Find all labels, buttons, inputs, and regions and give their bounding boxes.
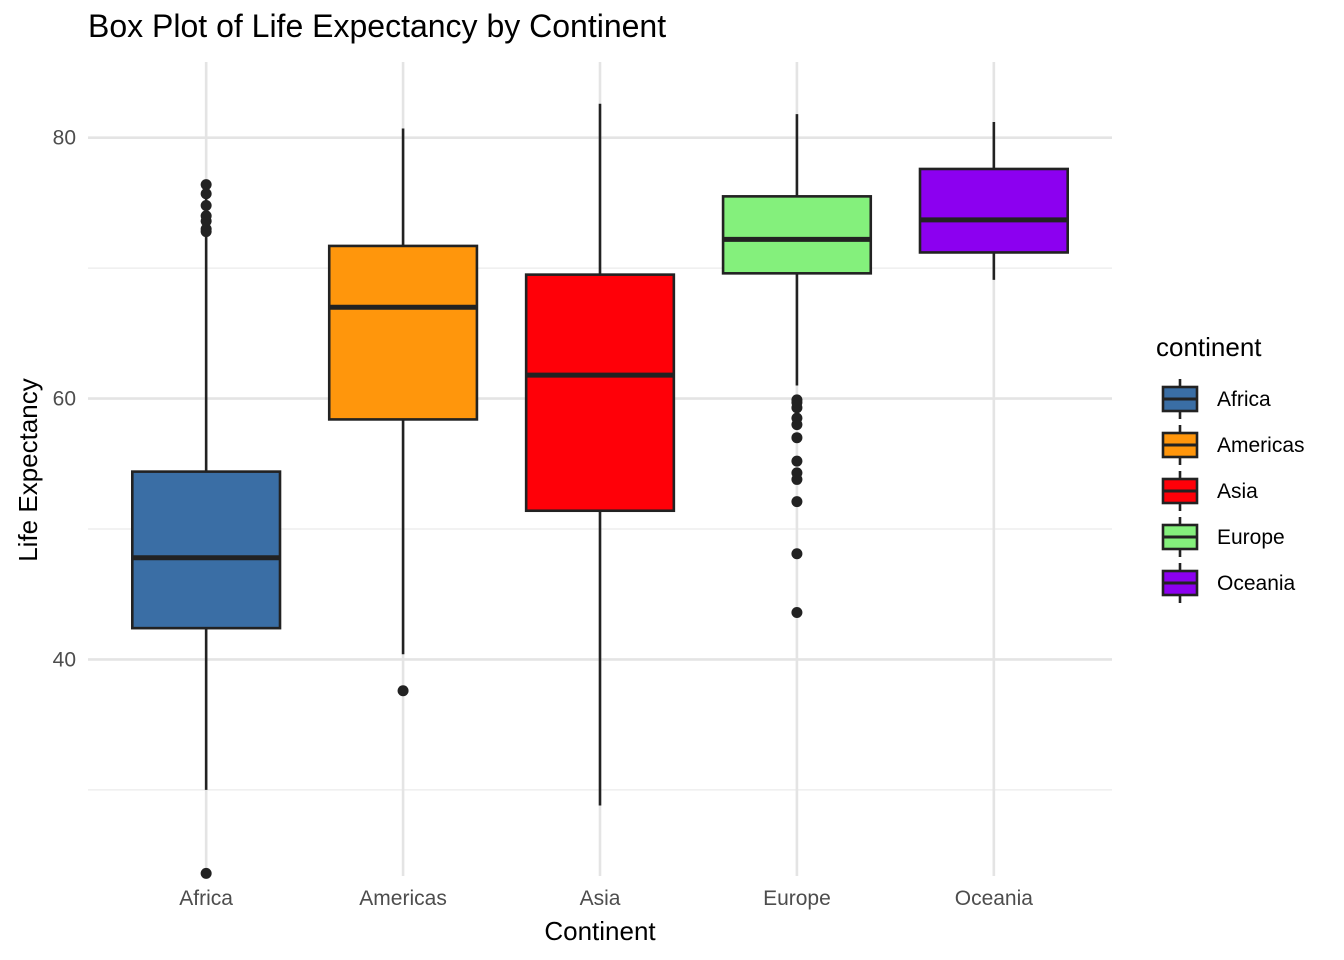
box xyxy=(131,470,282,630)
x-tick-label: Oceania xyxy=(955,887,1034,910)
outlier-point xyxy=(200,223,212,235)
outlier-point xyxy=(200,199,212,211)
box xyxy=(327,244,479,421)
box xyxy=(721,195,873,275)
outlier-point xyxy=(200,867,212,879)
legend-label: Africa xyxy=(1217,388,1271,411)
outlier-point xyxy=(200,179,212,191)
box-oceania xyxy=(918,122,1069,280)
outlier-point xyxy=(200,210,212,222)
x-tick-label: Asia xyxy=(580,887,621,910)
y-axis-ticks: 40 60 80 xyxy=(53,127,76,672)
y-tick-label: 40 xyxy=(53,648,76,671)
box xyxy=(524,273,676,513)
box-plot-series xyxy=(131,103,1069,879)
legend-item-europe: Europe xyxy=(1161,517,1285,557)
outlier-point xyxy=(791,432,803,444)
outlier-point xyxy=(397,685,409,697)
y-tick-label: 80 xyxy=(53,127,76,150)
legend-item-americas: Americas xyxy=(1161,425,1305,465)
legend-label: Americas xyxy=(1217,434,1305,457)
y-tick-label: 60 xyxy=(53,388,76,411)
legend: continent Africa Americas Asia Europe Oceani… xyxy=(1156,332,1305,603)
outlier-point xyxy=(791,394,803,406)
chart-title: Box Plot of Life Expectancy by Continent xyxy=(88,8,667,44)
outlier-point xyxy=(200,188,212,200)
legend-label: Oceania xyxy=(1217,572,1296,595)
legend-item-oceania: Oceania xyxy=(1161,563,1296,603)
box-asia xyxy=(524,103,676,806)
x-tick-label: Africa xyxy=(179,887,233,910)
box-europe xyxy=(721,114,873,618)
x-axis-ticks: Africa Americas Asia Europe Oceania xyxy=(179,887,1033,910)
box-americas xyxy=(327,128,479,697)
legend-item-asia: Asia xyxy=(1161,471,1258,511)
outlier-point xyxy=(791,606,803,618)
box xyxy=(918,167,1069,254)
outlier-point xyxy=(791,548,803,560)
box-africa xyxy=(131,179,282,879)
x-tick-label: Americas xyxy=(359,887,447,910)
legend-label: Asia xyxy=(1217,480,1258,503)
outlier-point xyxy=(791,496,803,508)
legend-item-africa: Africa xyxy=(1161,379,1271,419)
x-tick-label: Europe xyxy=(763,887,831,910)
outlier-point xyxy=(791,455,803,467)
y-axis-title: Life Expectancy xyxy=(13,378,43,562)
x-axis-title: Continent xyxy=(544,916,656,946)
outlier-point xyxy=(791,412,803,424)
legend-label: Europe xyxy=(1217,526,1285,549)
legend-title: continent xyxy=(1156,332,1262,362)
outlier-point xyxy=(791,467,803,479)
